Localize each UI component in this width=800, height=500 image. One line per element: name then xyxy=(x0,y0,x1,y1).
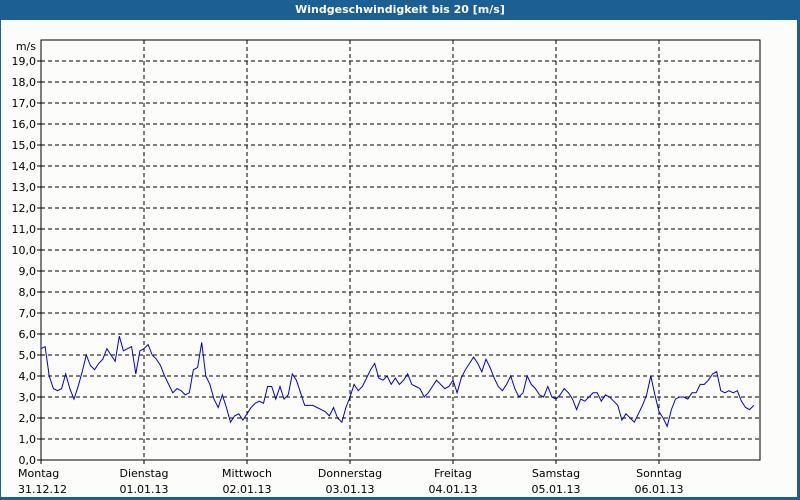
wind-speed-line xyxy=(40,335,755,428)
x-tick-day: Sonntag xyxy=(636,467,682,480)
y-tick-label: 12,0 xyxy=(12,202,37,215)
y-axis-unit: m/s xyxy=(16,40,36,53)
x-tick-date: 04.01.13 xyxy=(429,483,478,496)
y-tick-label: 18,0 xyxy=(12,76,37,89)
x-tick-day: Samstag xyxy=(532,467,580,480)
x-tick-date: 03.01.13 xyxy=(326,483,375,496)
y-tick-label: 4,0 xyxy=(19,370,37,383)
x-tick-day: Freitag xyxy=(434,467,472,480)
y-tick-label: 0,0 xyxy=(19,454,37,467)
y-tick-label: 11,0 xyxy=(12,223,37,236)
x-tick-date: 02.01.13 xyxy=(223,483,272,496)
y-tick-label: 3,0 xyxy=(19,391,37,404)
y-tick-label: 15,0 xyxy=(12,139,37,152)
x-tick-date: 05.01.13 xyxy=(532,483,581,496)
y-tick-label: 17,0 xyxy=(12,97,37,110)
y-tick-label: 14,0 xyxy=(12,160,37,173)
plot-frame xyxy=(40,39,761,461)
y-tick-label: 8,0 xyxy=(19,286,37,299)
y-tick-label: 9,0 xyxy=(19,265,37,278)
y-tick-label: 1,0 xyxy=(19,433,37,446)
x-tick-day: Montag xyxy=(18,467,59,480)
y-tick-label: 6,0 xyxy=(19,328,37,341)
y-tick-label: 16,0 xyxy=(12,118,37,131)
x-tick-day: Donnerstag xyxy=(318,467,382,480)
chart-panel: 0,0 1,0 2,0 3,0 4,0 5,0 6,0 7,0 8,0 9,0 10,0 11,0 12… xyxy=(1,20,797,497)
window-title: Windgeschwindigkeit bis 20 [m/s] xyxy=(0,0,800,20)
x-tick-date: 01.01.13 xyxy=(120,483,169,496)
y-tick-label: 10,0 xyxy=(12,244,37,257)
wind-speed-chart: 0,0 1,0 2,0 3,0 4,0 5,0 6,0 7,0 8,0 9,0 10,0 11,0 12… xyxy=(12,39,761,496)
x-tick-date: 31.12.12 xyxy=(18,483,67,496)
x-tick-day: Mittwoch xyxy=(222,467,272,480)
y-tick-label: 19,0 xyxy=(12,55,37,68)
y-tick-label: 2,0 xyxy=(19,412,37,425)
y-tick-label: 7,0 xyxy=(19,307,37,320)
y-tick-label: 13,0 xyxy=(12,181,37,194)
x-tick-date: 06.01.13 xyxy=(635,483,684,496)
x-tick-day: Dienstag xyxy=(119,467,168,480)
y-tick-label: 5,0 xyxy=(19,349,37,362)
